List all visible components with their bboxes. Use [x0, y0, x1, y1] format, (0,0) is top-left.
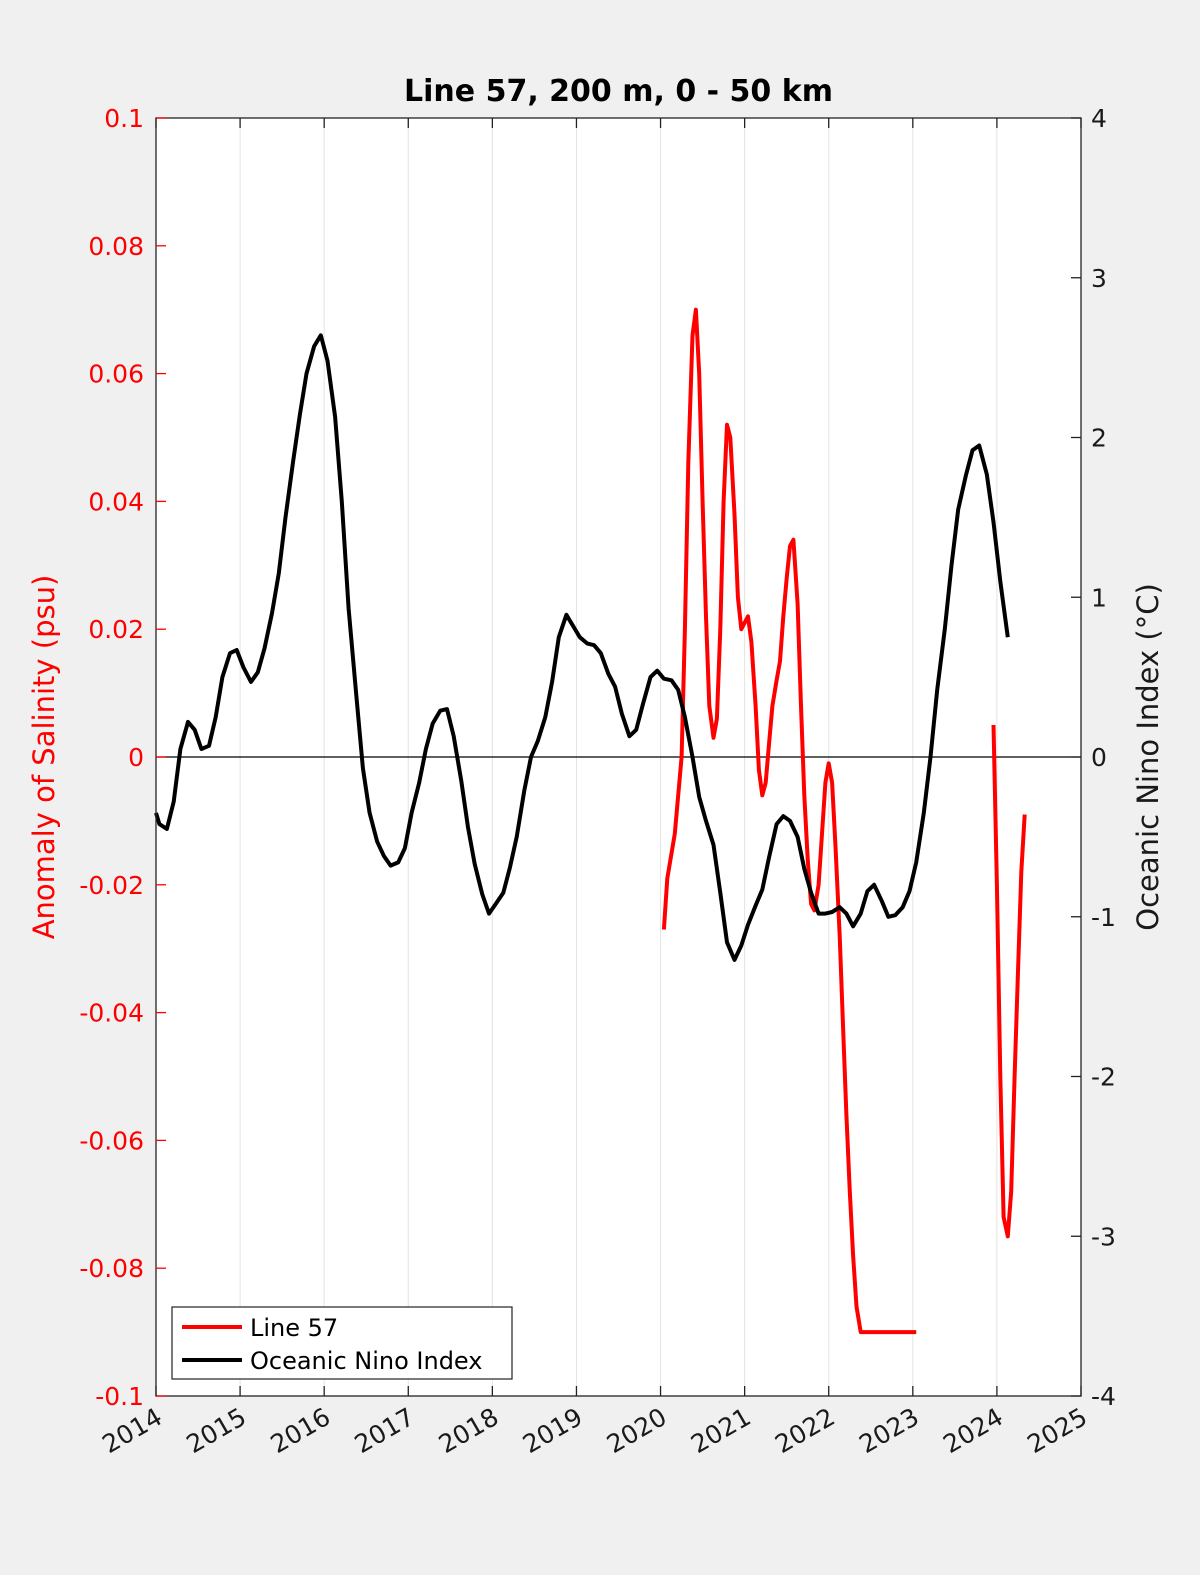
right-tick-label: 2	[1091, 424, 1107, 453]
chart-title: Line 57, 200 m, 0 - 50 km	[404, 74, 833, 109]
left-tick-label: -0.08	[79, 1254, 144, 1283]
left-tick-label: 0.08	[88, 232, 144, 261]
right-tick-label: 3	[1091, 264, 1107, 293]
left-tick-label: 0.04	[88, 487, 144, 516]
right-tick-label: -3	[1091, 1222, 1116, 1251]
right-tick-label: 0	[1091, 743, 1107, 772]
x-tick-label: 2025	[1022, 1402, 1092, 1459]
legend-label-line-57: Line 57	[250, 1314, 338, 1342]
right-tick-label: -2	[1091, 1063, 1116, 1092]
x-tick-label: 2021	[686, 1402, 756, 1459]
right-tick-label: -1	[1091, 903, 1116, 932]
x-tick-label: 2023	[854, 1402, 924, 1459]
left-tick-label: 0.06	[88, 360, 144, 389]
left-tick-label: -0.02	[79, 871, 144, 900]
right-tick-label: -4	[1091, 1382, 1116, 1411]
y-axis-right-label: Oceanic Nino Index (°C)	[1131, 583, 1165, 931]
left-tick-label: 0	[128, 743, 144, 772]
left-axis-ticks: 0.1 0.08 0.06 0.04 0.02 0 -0.02 -0.04 -0.06 -0.08…	[79, 104, 166, 1411]
series-line-line-57-segment-0	[661, 307, 917, 1335]
legend: Line 57 Oceanic Nino Index	[171, 1306, 513, 1380]
x-tick-label: 2016	[266, 1402, 336, 1459]
series-line-line-57-segment-1	[991, 724, 1027, 1239]
left-tick-label: -0.04	[79, 999, 144, 1028]
x-tick-label: 2020	[602, 1402, 672, 1459]
y-axis-left-label: Anomaly of Salinity (psu)	[27, 575, 61, 940]
x-tick-label: 2022	[770, 1402, 840, 1459]
right-tick-label: 4	[1091, 104, 1107, 133]
x-tick-label: 2018	[434, 1402, 504, 1459]
right-tick-label: 1	[1091, 583, 1107, 612]
x-tick-label: 2015	[181, 1402, 251, 1459]
series-layer	[154, 307, 1027, 1335]
legend-box	[171, 1306, 513, 1380]
left-tick-label: 0.02	[88, 615, 144, 644]
left-tick-label: 0.1	[104, 104, 144, 133]
left-tick-label: -0.1	[95, 1382, 144, 1411]
right-axis-ticks: 4 3 2 1 0 -1 -2 -3 -4	[1071, 104, 1116, 1411]
x-tick-label: 2017	[350, 1402, 420, 1459]
legend-label-oceanic-nino-index: Oceanic Nino Index	[250, 1347, 482, 1375]
series-line-oceanic-nino-index-segment-0	[154, 333, 1010, 962]
x-tick-label: 2019	[518, 1402, 588, 1459]
left-tick-label: -0.06	[79, 1126, 144, 1155]
x-tick-label: 2024	[938, 1402, 1008, 1459]
